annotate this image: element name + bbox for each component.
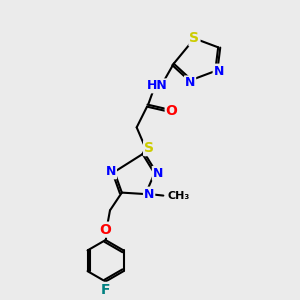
Text: O: O [100,223,112,237]
Text: S: S [144,141,154,155]
Text: N: N [144,188,154,201]
Text: N: N [106,165,116,178]
Text: N: N [214,64,224,78]
Text: N: N [185,76,195,89]
Text: CH₃: CH₃ [168,190,190,201]
Text: S: S [190,32,200,45]
Text: HN: HN [147,80,168,92]
Text: N: N [153,167,163,180]
Text: O: O [166,104,178,118]
Text: F: F [101,283,110,297]
